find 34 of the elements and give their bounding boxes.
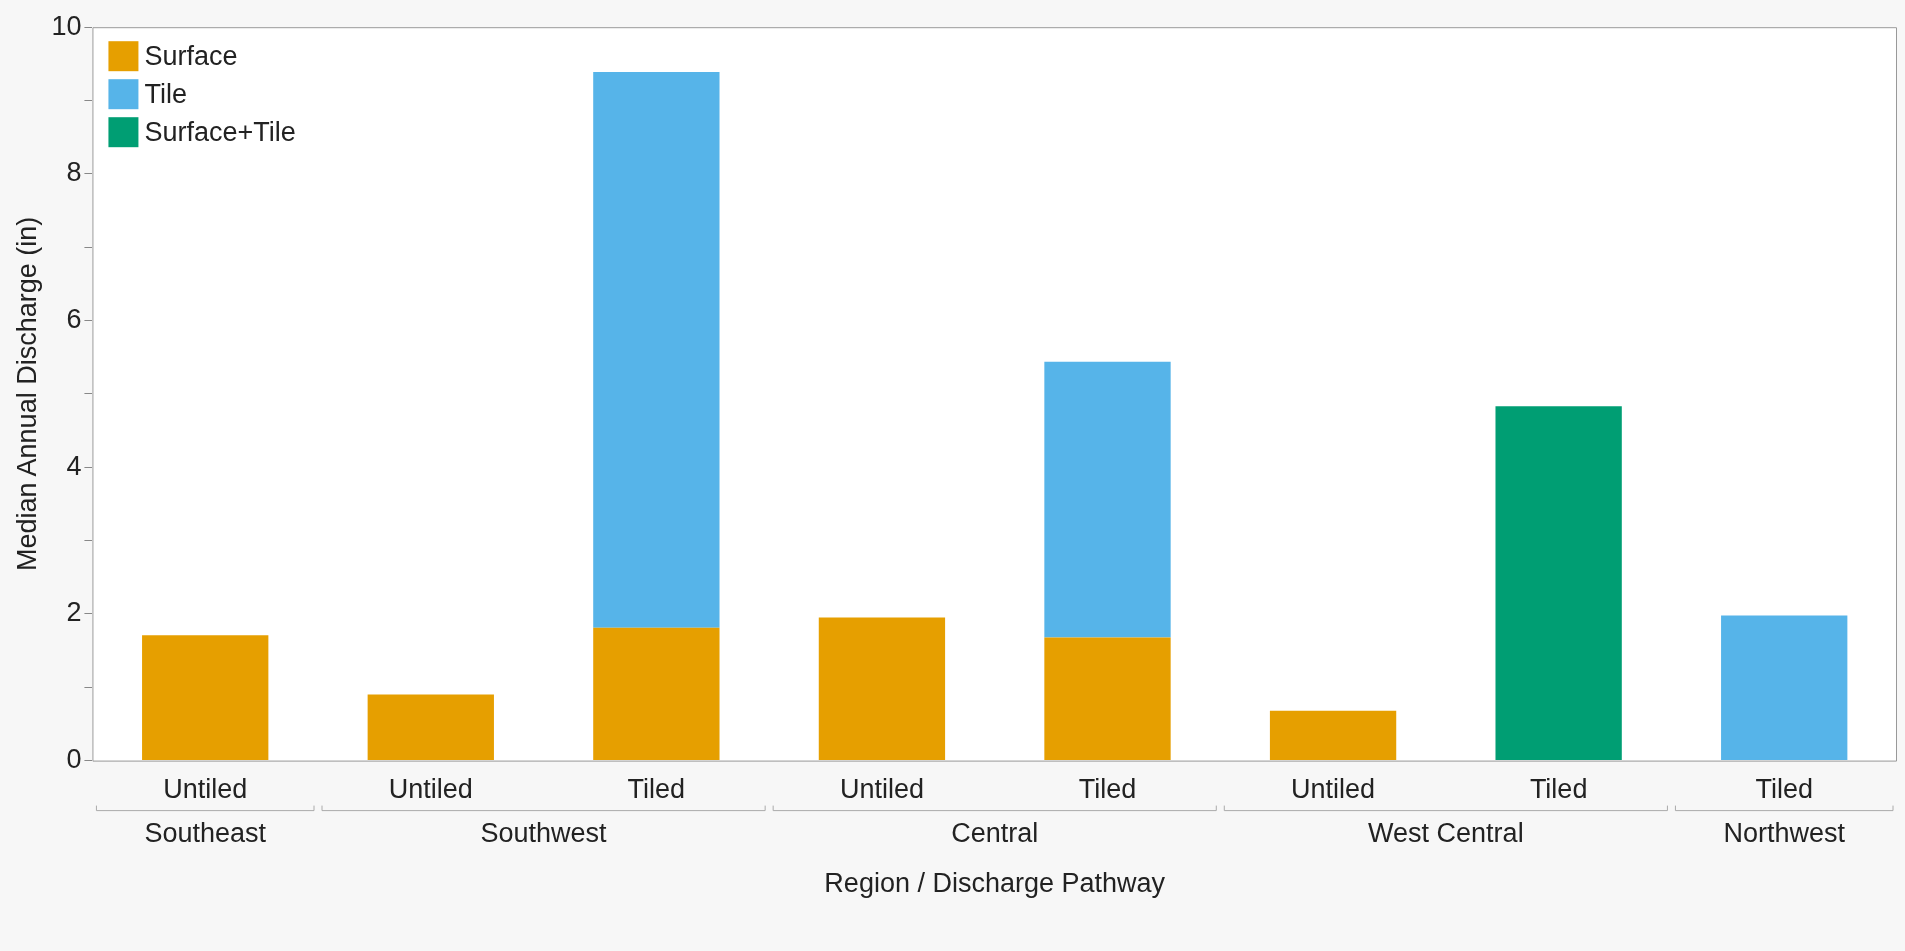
text: Southeast (144, 817, 267, 848)
x-tick-label: Untiled (839, 774, 924, 805)
y-tick-label: 4 (66, 450, 82, 481)
y-tick-label: 2 (66, 597, 82, 628)
text: Northwest (1723, 817, 1846, 848)
y-tick-label: 10 (51, 10, 82, 41)
text: West Central (1368, 817, 1524, 848)
text: Central (951, 817, 1039, 848)
bar (1044, 637, 1171, 761)
legend-label: Surface (144, 40, 238, 71)
x-tick-label: Untiled (388, 774, 473, 805)
x-tick-label: Tiled (1529, 774, 1588, 805)
legend-label: Tile (144, 78, 187, 109)
y-tick-label: 6 (66, 304, 82, 335)
bar (1721, 615, 1848, 761)
bar (1495, 406, 1622, 761)
y-tick-label: 0 (66, 744, 82, 775)
bar (1269, 710, 1397, 761)
bar (818, 617, 946, 761)
text: Southwest (480, 817, 608, 848)
y-axis-title: Median Annual Discharge (in) (11, 216, 42, 571)
x-tick-label: Tiled (627, 774, 686, 805)
x-tick-label: Tiled (1078, 774, 1137, 805)
bar (593, 71, 720, 628)
bar (142, 635, 269, 761)
legend-label: Surface+Tile (144, 116, 296, 147)
bar (1044, 361, 1171, 638)
x-tick-label: Tiled (1755, 774, 1813, 805)
bar (593, 627, 720, 761)
y-tick-label: 8 (66, 157, 82, 188)
x-tick-label: Untiled (1291, 774, 1376, 805)
x-tick-label: Untiled (163, 774, 248, 805)
x-axis-title: Region / Discharge Pathway (824, 867, 1166, 898)
bar (367, 694, 494, 761)
